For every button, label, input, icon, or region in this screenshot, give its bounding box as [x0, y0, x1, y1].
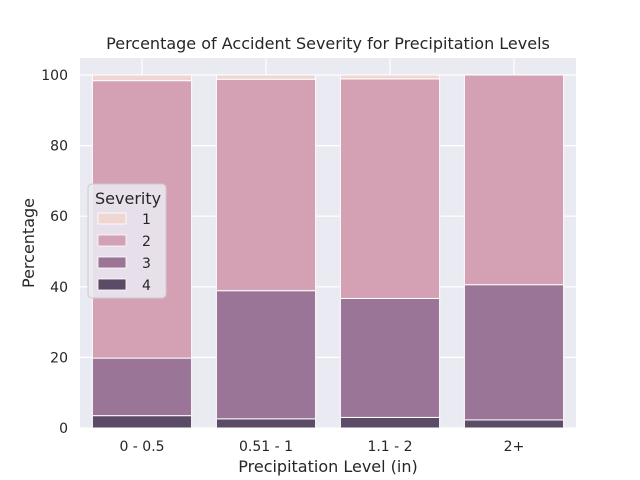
legend-swatch-1	[97, 212, 127, 225]
bar-segment-severity-2	[215, 78, 317, 292]
legend-title: Severity	[95, 189, 161, 208]
y-tick-label: 0	[59, 421, 68, 437]
bar-segment-severity-2	[463, 74, 565, 286]
chart-title: Percentage of Accident Severity for Prec…	[106, 34, 550, 53]
y-tick-label: 40	[50, 280, 68, 296]
x-tick-label: 0 - 0.5	[119, 439, 164, 455]
bar-segment-severity-3	[91, 357, 193, 417]
bar-segment-severity-4	[339, 416, 441, 429]
y-tick-labels: 0 20 40 60 80 100	[41, 68, 68, 437]
legend: Severity 1 2 3 4	[87, 183, 167, 299]
legend-label-3: 3	[142, 256, 151, 272]
y-axis-label: Percentage	[19, 198, 38, 288]
y-tick-label: 80	[50, 139, 68, 155]
x-tick-label: 1.1 - 2	[367, 439, 412, 455]
x-tick-label: 2+	[504, 439, 525, 455]
bar-segment-severity-4	[91, 415, 193, 429]
legend-swatch-4	[97, 278, 127, 291]
bar-segment-severity-1	[91, 74, 193, 82]
x-tick-labels: 0 - 0.5 0.51 - 1 1.1 - 2 2+	[119, 439, 524, 455]
y-tick-label: 60	[50, 209, 68, 225]
y-tick-label: 100	[41, 68, 68, 84]
legend-swatch-2	[97, 234, 127, 247]
legend-label-2: 2	[142, 234, 151, 250]
bar-segment-severity-1	[339, 74, 441, 80]
bar-segment-severity-3	[463, 284, 565, 421]
legend-label-1: 1	[142, 212, 151, 228]
bar-segment-severity-4	[463, 419, 565, 429]
legend-box	[87, 183, 167, 299]
x-axis-label: Precipitation Level (in)	[238, 457, 417, 476]
bar-segment-severity-1	[215, 74, 317, 80]
bar-segment-severity-2	[339, 78, 441, 299]
legend-swatch-3	[97, 256, 127, 269]
legend-label-4: 4	[142, 278, 151, 294]
bar-segment-severity-4	[215, 418, 317, 429]
bar-segment-severity-3	[339, 297, 441, 418]
y-tick-label: 20	[50, 350, 68, 366]
x-tick-label: 0.51 - 1	[239, 439, 293, 455]
bar-segment-severity-3	[215, 290, 317, 420]
